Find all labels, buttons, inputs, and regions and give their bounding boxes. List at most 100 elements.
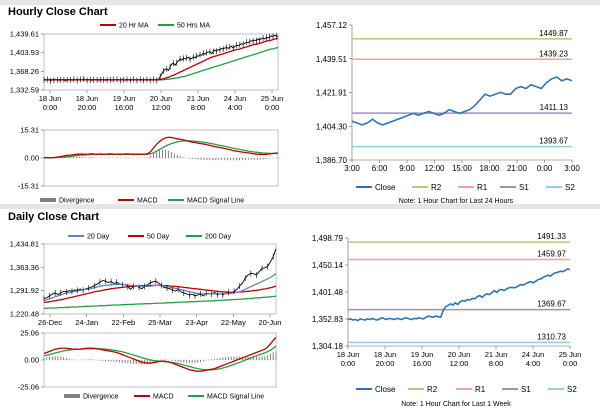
daily_price-ytick-label: 1,291.92 [10,286,39,295]
hourly_price-xtick-label: 25 Jun 0:00 [261,94,284,112]
hourly_levels-level-label-r2: 1449.87 [539,29,568,38]
daily_price-xtick-label: 23-Apr [185,318,208,327]
hourly_levels-xtick-label: 3:00 [344,164,360,173]
hourly_price-xtick-label: 24 Jun 4:00 [224,94,247,112]
hourly_macd-series-macd [43,136,279,159]
daily_price-ytick-label: 1,220.48 [10,310,39,319]
hourly_price-series-20-hr-ma [43,37,279,81]
hourly_levels-level-label-s1: 1411.13 [540,103,569,112]
hourly-macd-legend-swatch [40,198,56,202]
daily_price-series-200-day [44,295,277,309]
hourly-macd-legend-macd-signal-line: MACD Signal Line [187,198,244,205]
daily_levels-xtick-label: 21 Jun 8:00 [485,350,508,368]
daily_levels-ytick-label: 1,304.18 [312,342,344,351]
daily-macd-legend-macd-signal-line: MACD Signal Line [207,394,264,401]
daily_levels-xtick-label: 18 Jun 20:00 [374,350,397,368]
daily_price-ytick-label: 1,363.36 [10,263,39,272]
hourly_price-ytick-label: 1,439.61 [10,30,39,39]
daily_levels-ytick-label: 1,352.83 [312,315,344,324]
daily_macd-ytick-label: -25.06 [18,383,39,392]
daily-macd-legend-macd: MACD [153,394,174,401]
hourly_price-ytick-label: 1,368.26 [10,67,39,76]
hourly_macd-ytick-label: 0.00 [24,154,39,163]
hourly-macd-legend-macd: MACD [137,198,158,205]
daily_levels-level-label-s1: 1369.67 [537,300,566,309]
daily_macd-ytick-label: 25.06 [20,329,39,338]
daily_levels-series-close [347,268,571,322]
daily_price-ytick-label: 1,434.81 [10,240,39,249]
daily_macd-series-macd [43,336,277,372]
daily_levels-xtick-label: 20 Jun 12:00 [448,350,471,368]
daily_levels-xtick-label: 25 Jun 0:00 [559,350,582,368]
hourly-title: Hourly Close Chart [8,6,108,18]
daily-price-legend-200-day: 200 Day [205,234,232,241]
daily_levels-legend-close: Close [375,385,396,394]
daily_levels-note: Note: 1 Hour Chart for Last 1 Week [401,401,511,408]
daily_macd-ytick-label: 0.00 [24,356,39,365]
daily_levels-legend-r2: R2 [427,385,438,394]
daily-price-legend-50-day: 50 Day [147,234,170,241]
daily-macd-legend-swatch [64,394,80,398]
hourly_levels-xtick-label: 9:00 [399,164,415,173]
daily_levels-ytick-label: 1,450.14 [312,261,344,270]
hourly_price-xtick-label: 21 Jun 8:00 [187,94,210,112]
daily_levels-legend-r1: R1 [475,385,486,394]
hourly-price-legend-20-hr-ma: 20 Hr MA [119,23,149,30]
hourly_levels-level-label-r1: 1439.23 [539,49,568,58]
hourly_macd-ytick-label: -15.31 [18,182,39,191]
hourly_price-ytick-label: 1,332.59 [10,86,39,95]
hourly_levels-legend-s2: S2 [565,183,575,192]
daily_levels-ytick-label: 1,498.79 [312,234,344,243]
hourly_levels-legend-s1: S1 [519,183,529,192]
hourly_macd-series-macd-signal-line [44,140,278,159]
hourly_price-xtick-label: 18 Jun 0:00 [39,94,62,112]
daily_levels-legend-s2: S2 [567,385,577,394]
daily_levels-ytick-label: 1,401.48 [312,288,344,297]
hourly_levels-ytick-label: 1,404.30 [316,122,348,131]
daily_price-series-50-day [43,284,277,304]
hourly_levels-xtick-label: 18:00 [479,164,500,173]
hourly_levels-xtick-label: 6:00 [372,164,388,173]
daily_price-xtick-label: 22-Feb [111,318,135,327]
hourly_levels-ytick-label: 1,386.70 [316,156,348,165]
hourly_levels-ytick-label: 1,421.91 [316,89,348,98]
daily-price-legend-20-day: 20 Day [87,234,110,241]
hourly_levels-xtick-label: 3:00 [564,164,580,173]
daily_levels-level-label-s2: 1310.73 [537,332,566,341]
hourly_price-xtick-label: 18 Jun 20:00 [76,94,99,112]
hourly-price-legend-50-hrs-ma: 50 Hrs MA [177,23,210,30]
hourly_levels-legend-r1: R1 [477,183,488,192]
hourly_levels-series-close [351,76,573,126]
daily-macd-legend-divergence: Divergence [83,394,119,401]
hourly_levels-xtick-label: 0:00 [537,164,553,173]
daily_levels-xtick-label: 19 Jun 16:00 [411,350,434,368]
hourly_levels-ytick-label: 1,439.51 [316,55,348,64]
daily_price-xtick-label: 24-Jan [75,318,98,327]
daily_price-xtick-label: 26-Dec [38,318,62,327]
hourly_levels-xtick-label: 12:00 [424,164,445,173]
daily_price-xtick-label: 22-May [221,318,246,327]
hourly_macd-ytick-label: 15.31 [20,126,39,135]
hourly_price-xtick-label: 20 Jun 12:00 [150,94,173,112]
hourly_price-xtick-label: 19 Jun 16:00 [113,94,136,112]
middle-divider [0,204,600,209]
hourly_levels-ytick-label: 1,457.12 [316,21,348,30]
hourly_price-ytick-label: 1,403.93 [10,48,39,57]
hourly_levels-legend-r2: R2 [431,183,442,192]
hourly-macd-legend-divergence: Divergence [59,198,95,205]
daily_price-series-20-day [43,273,277,302]
hourly_levels-level-label-s2: 1393.67 [539,137,568,146]
daily_price-xtick-label: 20-Jun [259,318,282,327]
top-divider [0,0,600,5]
daily-title: Daily Close Chart [8,211,100,223]
daily_levels-legend-s1: S1 [521,385,531,394]
hourly_levels-note: Note: 1 Hour Chart for Last 24 Hours [399,198,514,205]
hourly_levels-xtick-label: 15:00 [452,164,473,173]
daily_levels-xtick-label: 18 Jun 0:00 [337,350,360,368]
hourly_levels-xtick-label: 21:00 [507,164,528,173]
hourly_levels-legend-close: Close [375,183,396,192]
daily_levels-xtick-label: 24 Jun 4:00 [522,350,545,368]
daily_levels-level-label-r1: 1459.97 [537,250,566,259]
daily_levels-level-label-r2: 1491.33 [537,232,566,241]
